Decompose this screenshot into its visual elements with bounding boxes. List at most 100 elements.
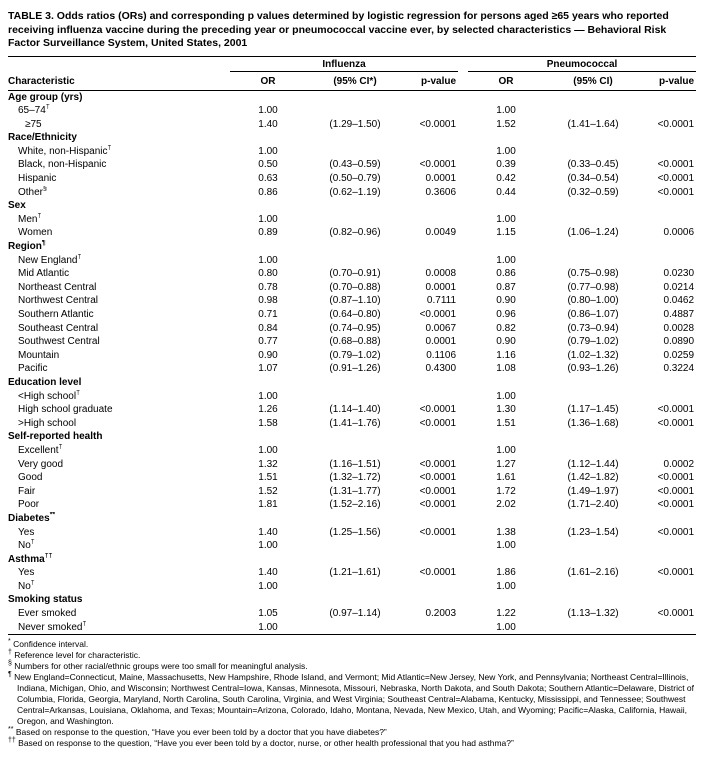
cell-influenza-ci: (0.87–1.10) [329,295,381,307]
spacer-cell [458,118,468,132]
row-label: Mid Atlantic [18,268,70,280]
row-label: Fair [18,485,36,497]
spacer-cell [458,607,468,621]
cell-influenza-ci [306,539,404,553]
cell-influenza-ci: (0.97–1.14) [329,608,381,620]
footnote-marker: † [77,253,82,261]
spacer-cell [458,254,468,268]
column-group-spacer [458,56,468,71]
cell-influenza-or: 1.40 [258,567,278,579]
cell-influenza-or: 0.90 [258,349,278,361]
cell-influenza-pvalue: 0.4300 [425,363,457,375]
cell-influenza-pvalue: 0.0001 [425,281,457,293]
row-label: Northeast Central [18,281,97,293]
cell-pneumococcal-pvalue: <0.0001 [657,485,695,497]
row-label: Good [18,472,43,484]
cell-influenza-pvalue: <0.0001 [419,309,457,320]
cell-pneumococcal-or: 0.82 [496,322,516,334]
cell-pneumococcal-pvalue: 0.0006 [663,227,695,239]
cell-influenza-pvalue [404,444,458,458]
row-label: No† [18,579,35,592]
cell-pneumococcal-ci [544,580,642,594]
footnote-marker: ¶ [8,671,12,679]
section-header: Race/Ethnicity [8,132,77,144]
cell-pneumococcal-ci [544,390,642,404]
cell-pneumococcal-ci [544,213,642,227]
section-header-row: Sex [8,199,696,213]
cell-influenza-or: 1.32 [258,458,278,470]
row-label: Never smoked† [18,620,87,633]
cell-pneumococcal-ci [544,254,642,268]
cell-pneumococcal-ci [544,104,642,118]
cell-pneumococcal-or: 0.39 [496,159,516,171]
cell-pneumococcal-or: 2.02 [496,499,516,511]
cell-influenza-ci [306,390,404,404]
cell-influenza-or: 1.58 [258,417,278,429]
row-label: Very good [18,458,64,470]
row-label: Poor [18,499,40,511]
cell-influenza-or: 0.80 [258,268,278,280]
footnote-marker: † [58,443,63,451]
cell-influenza-or: 0.50 [258,159,278,171]
row-label: Mountain [18,349,60,361]
table-row: Southwest Central 0.77 (0.68–0.88) 0.0001 0.… [8,335,696,349]
cell-influenza-or: 0.86 [258,186,278,198]
cell-pneumococcal-pvalue [642,390,696,404]
cell-influenza-pvalue: <0.0001 [419,458,457,470]
footnote-marker: † [8,649,12,657]
col-header-spacer [458,71,469,91]
cell-pneumococcal-pvalue: <0.0001 [657,186,695,198]
table-row: <High school† 1.00 1.00 [8,390,696,404]
table-row: Women 0.89 (0.82–0.96) 0.0049 1.15 (1.06–1.24… [8,226,696,240]
spacer-cell [458,458,468,472]
cell-pneumococcal-or: 0.42 [496,173,516,185]
table-row: Good 1.51 (1.32–1.72) <0.0001 1.61 (1.42–1.82… [8,471,696,485]
cell-pneumococcal-or: 1.00 [496,254,516,266]
cell-influenza-pvalue: 0.1106 [426,349,457,361]
section-header-row: Asthma†† [8,553,696,567]
row-label: New England† [18,253,82,266]
spacer-cell [458,335,468,349]
section-header: Region¶ [8,240,46,253]
spacer-cell [458,281,468,295]
cell-pneumococcal-ci: (0.33–0.45) [567,159,619,171]
cell-influenza-ci [306,254,404,268]
cell-influenza-ci: (1.52–2.16) [329,499,381,511]
cell-influenza-pvalue: 0.7111 [426,295,457,307]
cell-influenza-pvalue [404,213,458,227]
cell-pneumococcal-ci: (1.71–2.40) [567,499,619,511]
row-label: Yes [18,526,35,538]
cell-influenza-or: 1.00 [258,390,278,402]
cell-pneumococcal-or: 0.96 [496,309,516,320]
table-row: No† 1.00 1.00 [8,580,696,594]
spacer-cell [458,267,468,281]
table-header: Influenza Pneumococcal Characteristic OR… [8,56,697,91]
table-row: Northwest Central 0.98 (0.87–1.10) 0.7111 0.… [8,294,696,308]
section-header-row: Age group (yrs) [8,90,696,104]
cell-influenza-pvalue: <0.0001 [419,526,457,538]
cell-pneumococcal-ci [544,145,642,159]
cell-influenza-ci: (1.41–1.76) [329,417,381,429]
footnote-marker: ** [49,511,56,519]
cell-pneumococcal-or: 0.90 [496,295,516,307]
cell-pneumococcal-pvalue: <0.0001 [657,567,695,579]
table-row: Poor 1.81 (1.52–2.16) <0.0001 2.02 (1.71–2.40… [8,498,696,512]
cell-pneumococcal-or: 1.22 [496,608,516,620]
spacer-cell [458,621,468,635]
cell-pneumococcal-or: 1.00 [496,621,516,633]
spacer-cell [458,158,468,172]
cell-influenza-pvalue: <0.0001 [419,567,457,579]
cell-pneumococcal-pvalue: <0.0001 [657,118,695,130]
table-row: Ever smoked 1.05 (0.97–1.14) 0.2003 1.22 (1.1… [8,607,696,621]
cell-pneumococcal-pvalue: 0.3224 [663,363,695,375]
footnote: † Reference level for characteristic. [8,649,141,661]
row-label: Ever smoked [18,608,77,620]
section-header: Education level [8,376,82,388]
row-label: >High school [18,417,77,429]
footnote: § Numbers for other racial/ethnic groups… [8,660,308,672]
cell-influenza-ci [306,145,404,159]
cell-pneumococcal-pvalue: 0.0462 [663,295,695,307]
col-header-influenza-ci: (95% CI*) [306,71,404,91]
footnote-marker: † [82,620,87,628]
